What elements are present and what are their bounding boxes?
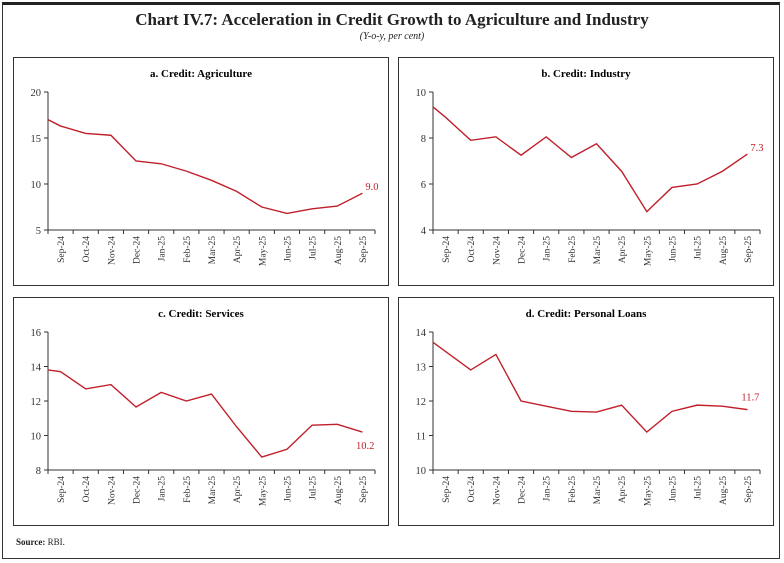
x-tick-label: Oct-24 bbox=[467, 476, 477, 503]
series-line bbox=[47, 369, 363, 458]
x-tick-label: Jun-25 bbox=[668, 236, 678, 262]
x-tick-label: Feb-25 bbox=[568, 236, 578, 263]
x-tick-label: Mar-25 bbox=[593, 476, 603, 505]
x-tick-label: Jan-25 bbox=[158, 236, 168, 262]
x-tick-label: Nov-24 bbox=[492, 236, 502, 265]
x-tick-label: Jan-25 bbox=[158, 476, 168, 502]
chart-title: Chart IV.7: Acceleration in Credit Growt… bbox=[135, 10, 649, 29]
panel-agriculture: a. Credit: Agriculture 5 10 15 20 Sep-24 Oct-2… bbox=[13, 57, 389, 286]
x-tick-label: Aug-25 bbox=[719, 236, 729, 265]
x-tick-label: Aug-25 bbox=[334, 476, 344, 505]
x-tick-label: Jun-25 bbox=[668, 476, 678, 502]
x-tick-label: Jan-25 bbox=[543, 236, 553, 262]
y-tick-label: 8 bbox=[421, 134, 426, 145]
x-tick-label: Apr-25 bbox=[233, 236, 243, 263]
chart-svg: c. Credit: Services 8 10 12 14 16 Sep-24 Oct-24… bbox=[31, 308, 376, 506]
y-tick-label: 8 bbox=[36, 466, 41, 477]
panel-industry: b. Credit: Industry 4 6 8 10 Sep-24 Oct-24 Nov-… bbox=[398, 57, 774, 286]
chart-subtitle: (Y-o-y, per cent) bbox=[359, 31, 425, 42]
x-tick-label: Mar-25 bbox=[208, 476, 218, 505]
panel-personal-loans: d. Credit: Personal Loans 10 11 12 13 14 Sep-2… bbox=[398, 297, 774, 526]
x-tick-label: May-25 bbox=[643, 476, 653, 506]
end-value-label: 11.7 bbox=[741, 393, 759, 404]
x-tick-label: Nov-24 bbox=[107, 236, 117, 265]
y-tick-label: 11 bbox=[416, 432, 426, 443]
x-tick-label: Jun-25 bbox=[283, 476, 293, 502]
x-tick-label: Dec-24 bbox=[518, 476, 528, 504]
x-tick-label: Sep-24 bbox=[57, 476, 67, 503]
y-tick-label: 14 bbox=[416, 328, 427, 339]
x-tick-label: May-25 bbox=[258, 476, 268, 506]
chart-svg: b. Credit: Industry 4 6 8 10 Sep-24 Oct-24 Nov-… bbox=[416, 68, 764, 266]
chart-svg: d. Credit: Personal Loans 10 11 12 13 14 Sep-2… bbox=[416, 308, 761, 506]
panel-title: d. Credit: Personal Loans bbox=[526, 308, 648, 320]
x-tick-label: Jul-25 bbox=[309, 236, 319, 260]
x-tick-label: Dec-24 bbox=[133, 476, 143, 504]
x-tick-label: Sep-25 bbox=[744, 476, 754, 503]
source-value: RBI. bbox=[47, 537, 65, 547]
y-tick-label: 10 bbox=[416, 466, 427, 477]
x-tick-label: Apr-25 bbox=[618, 236, 628, 263]
series-line bbox=[432, 106, 748, 213]
y-tick-label: 13 bbox=[416, 363, 427, 374]
x-tick-label: Jun-25 bbox=[283, 236, 293, 262]
x-tick-label: Jul-25 bbox=[694, 476, 704, 500]
x-tick-label: Oct-24 bbox=[82, 476, 92, 503]
x-tick-label: Mar-25 bbox=[208, 236, 218, 265]
x-tick-label: Sep-25 bbox=[359, 236, 369, 263]
panel-title: a. Credit: Agriculture bbox=[150, 68, 252, 80]
x-tick-label: Jul-25 bbox=[309, 476, 319, 500]
x-tick-label: Jan-25 bbox=[543, 476, 553, 502]
x-tick-label: Feb-25 bbox=[568, 476, 578, 503]
source-label: Source: bbox=[16, 537, 46, 547]
x-tick-label: May-25 bbox=[643, 236, 653, 266]
x-tick-label: Sep-24 bbox=[442, 476, 452, 503]
y-tick-label: 4 bbox=[421, 226, 427, 237]
x-tick-label: Sep-25 bbox=[744, 236, 754, 263]
x-tick-label: Sep-24 bbox=[442, 236, 452, 263]
y-tick-label: 14 bbox=[31, 363, 42, 374]
x-tick-label: Nov-24 bbox=[492, 476, 502, 505]
x-tick-label: Sep-24 bbox=[57, 236, 67, 263]
end-value-label: 7.3 bbox=[750, 143, 763, 154]
x-tick-label: Aug-25 bbox=[719, 476, 729, 505]
x-tick-label: Mar-25 bbox=[593, 236, 603, 265]
x-tick-label: Feb-25 bbox=[183, 236, 193, 263]
x-tick-label: Jul-25 bbox=[694, 236, 704, 260]
y-tick-label: 6 bbox=[421, 180, 426, 191]
end-value-label: 9.0 bbox=[365, 182, 378, 193]
y-tick-label: 12 bbox=[416, 397, 427, 408]
x-tick-label: Nov-24 bbox=[107, 476, 117, 505]
x-tick-label: Oct-24 bbox=[82, 236, 92, 263]
x-tick-label: Dec-24 bbox=[133, 236, 143, 264]
x-tick-label: Oct-24 bbox=[467, 236, 477, 263]
y-tick-label: 16 bbox=[31, 328, 42, 339]
series-line bbox=[432, 341, 748, 434]
y-tick-label: 10 bbox=[416, 88, 427, 99]
panel-title: c. Credit: Services bbox=[158, 308, 244, 320]
end-value-label: 10.2 bbox=[356, 441, 374, 452]
panel-title: b. Credit: Industry bbox=[541, 68, 631, 80]
y-tick-label: 20 bbox=[31, 88, 42, 99]
y-tick-label: 10 bbox=[31, 180, 42, 191]
x-tick-label: Apr-25 bbox=[618, 476, 628, 503]
x-tick-label: Apr-25 bbox=[233, 476, 243, 503]
panel-services: c. Credit: Services 8 10 12 14 16 Sep-24 Oct-24… bbox=[13, 297, 389, 526]
chart-svg: a. Credit: Agriculture 5 10 15 20 Sep-24 Oct-2… bbox=[31, 68, 379, 266]
x-tick-label: Feb-25 bbox=[183, 476, 193, 503]
x-tick-label: May-25 bbox=[258, 236, 268, 266]
source-note: Source: RBI. bbox=[16, 537, 65, 547]
y-tick-label: 12 bbox=[31, 397, 42, 408]
series-line bbox=[47, 118, 363, 215]
y-tick-label: 15 bbox=[31, 134, 42, 145]
y-tick-label: 10 bbox=[31, 432, 42, 443]
x-tick-label: Dec-24 bbox=[518, 236, 528, 264]
x-tick-label: Aug-25 bbox=[334, 236, 344, 265]
y-tick-label: 5 bbox=[36, 226, 41, 237]
x-tick-label: Sep-25 bbox=[359, 476, 369, 503]
